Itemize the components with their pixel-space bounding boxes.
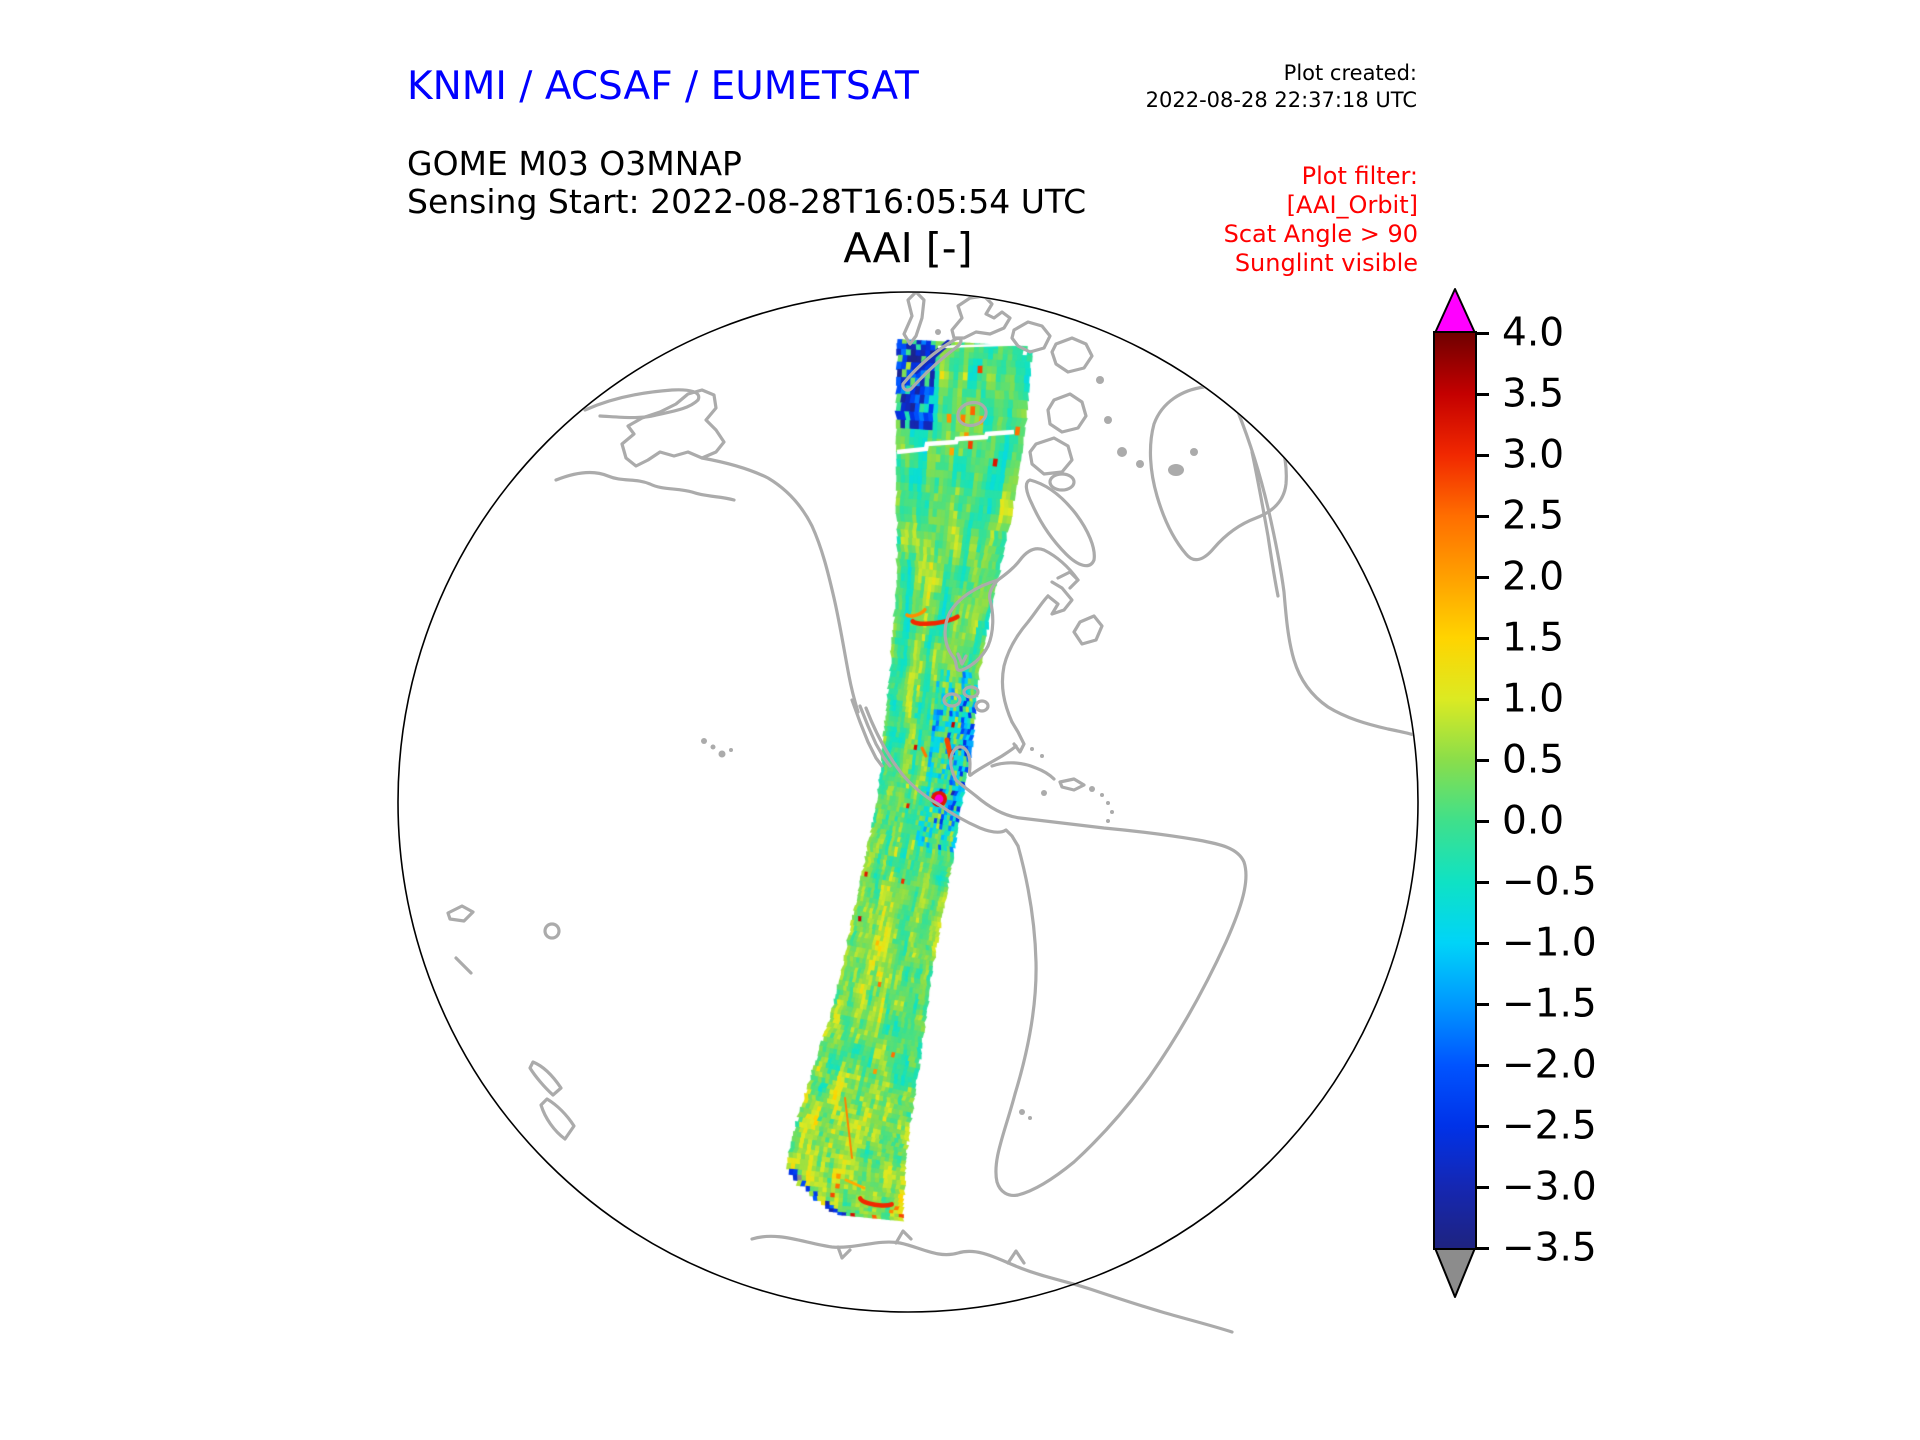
- colorbar-tick: [1475, 880, 1489, 884]
- colorbar: [1433, 331, 1477, 1250]
- colorbar-tick-label: 2.0: [1502, 554, 1565, 600]
- colorbar-tick: [1475, 1246, 1489, 1250]
- colorbar-tick-label: −1.0: [1502, 920, 1597, 966]
- plot-created-label: Plot created:: [1283, 61, 1417, 85]
- colorbar-tick: [1475, 331, 1489, 335]
- colorbar-tick-label: 3.0: [1502, 432, 1565, 478]
- colorbar-tick: [1475, 819, 1489, 823]
- colorbar-tick: [1475, 1124, 1489, 1128]
- colorbar-tick: [1475, 453, 1489, 457]
- colorbar-tick-label: 0.0: [1502, 798, 1565, 844]
- colorbar-tick-label: 3.5: [1502, 371, 1565, 417]
- colorbar-tick: [1475, 1063, 1489, 1067]
- colorbar-tick: [1475, 758, 1489, 762]
- colorbar-under-arrow: [1434, 1247, 1476, 1298]
- colorbar-tick: [1475, 514, 1489, 518]
- coastlines: [446, 293, 1416, 1198]
- colorbar-tick: [1475, 697, 1489, 701]
- antarctica-coastline: [750, 1229, 1234, 1334]
- colorbar-tick: [1475, 636, 1489, 640]
- plot-created-timestamp: 2022-08-28 22:37:18 UTC: [1145, 88, 1417, 112]
- colorbar-tick-label: −0.5: [1502, 859, 1597, 905]
- colorbar-tick-label: −3.5: [1502, 1225, 1597, 1271]
- colorbar-tick: [1475, 1002, 1489, 1006]
- plot-filter-block: Plot filter: [AAI_Orbit] Scat Angle > 90 Su…: [1224, 162, 1418, 278]
- plot-filter-line: Scat Angle > 90: [1223, 220, 1418, 248]
- colorbar-tick-label: 1.0: [1502, 676, 1565, 722]
- colorbar-tick-label: −3.0: [1502, 1164, 1597, 1210]
- colorbar-tick-label: 4.0: [1502, 310, 1565, 356]
- colorbar-tick-label: 2.5: [1502, 493, 1565, 539]
- colorbar-tick: [1475, 392, 1489, 396]
- product-title: GOME M03 O3MNAP: [407, 144, 742, 183]
- plot-filter-line: [AAI_Orbit]: [1286, 191, 1418, 219]
- colorbar-tick-label: −2.5: [1502, 1103, 1597, 1149]
- colorbar-tick-label: 1.5: [1502, 615, 1565, 661]
- brand-title: KNMI / ACSAF / EUMETSAT: [407, 64, 919, 109]
- plot-created-block: Plot created: 2022-08-28 22:37:18 UTC: [1146, 60, 1417, 114]
- colorbar-tick-label: 0.5: [1502, 737, 1565, 783]
- globe-outline: [397, 291, 1419, 1313]
- plot-filter-line: Sunglint visible: [1234, 249, 1418, 277]
- small-islands: [701, 329, 1198, 1120]
- colorbar-tick: [1475, 941, 1489, 945]
- sensing-start: Sensing Start: 2022-08-28T16:05:54 UTC: [407, 182, 1087, 221]
- map-title: AAI [-]: [843, 224, 973, 272]
- colorbar-over-arrow: [1434, 288, 1476, 334]
- colorbar-tick-label: −1.5: [1502, 981, 1597, 1027]
- plot-filter-line: Plot filter:: [1301, 162, 1418, 190]
- colorbar-tick: [1475, 575, 1489, 579]
- colorbar-tick: [1475, 1185, 1489, 1189]
- colorbar-tick-label: −2.0: [1502, 1042, 1597, 1088]
